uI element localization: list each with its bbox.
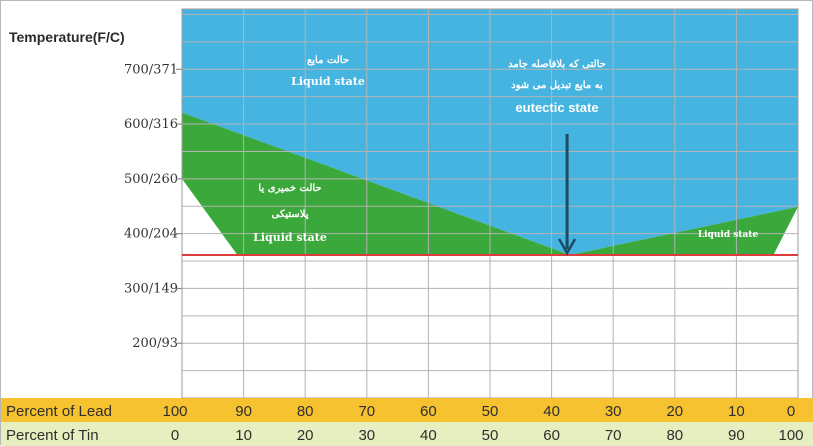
plastic-region-left — [182, 112, 571, 255]
x-tick-tin: 70 — [605, 427, 622, 444]
x-tick-lead: 50 — [482, 403, 499, 420]
x-tick-lead: 80 — [297, 403, 314, 420]
x-tick-lead: 20 — [666, 403, 683, 420]
x-tick-tin: 90 — [728, 427, 745, 444]
x-band-tin — [1, 422, 813, 446]
eutectic-arrow-icon — [557, 134, 577, 256]
x-tick-lead: 90 — [235, 403, 252, 420]
y-tick-label: 700/371 — [124, 62, 178, 77]
y-tick-label: 300/149 — [124, 281, 178, 296]
x-band-label-lead: Percent of Lead — [6, 403, 112, 420]
x-tick-lead: 70 — [358, 403, 375, 420]
plastic-state-english-label: Liquid state — [253, 231, 327, 244]
plastic-region-right — [570, 206, 798, 255]
y-tick-label: 400/204 — [124, 227, 178, 242]
x-tick-lead: 30 — [605, 403, 622, 420]
right-region-label: Liquid state — [698, 230, 759, 240]
eutectic-persian-line2: به مایع تبدیل می شود — [511, 80, 603, 91]
y-tick-label: 500/260 — [124, 172, 178, 187]
x-tick-tin: 20 — [297, 427, 314, 444]
x-tick-tin: 40 — [420, 427, 437, 444]
y-axis-title: Temperature(F/C) — [9, 29, 125, 45]
x-tick-lead: 0 — [787, 403, 795, 420]
x-tick-lead: 60 — [420, 403, 437, 420]
x-tick-tin: 10 — [235, 427, 252, 444]
y-tick-label: 600/316 — [124, 117, 178, 132]
x-tick-tin: 30 — [358, 427, 375, 444]
arrow-head — [557, 238, 577, 256]
x-tick-tin: 80 — [666, 427, 683, 444]
x-tick-lead: 40 — [543, 403, 560, 420]
x-tick-lead: 10 — [728, 403, 745, 420]
y-tick-label: 200/93 — [132, 336, 178, 351]
x-tick-tin: 60 — [543, 427, 560, 444]
x-tick-tin: 50 — [482, 427, 499, 444]
eutectic-state-label: eutectic state — [515, 100, 598, 115]
liquid-state-english-label: Liquid state — [291, 75, 365, 88]
x-tick-tin: 100 — [778, 427, 803, 444]
x-tick-lead: 100 — [162, 403, 187, 420]
x-band-label-tin: Percent of Tin — [6, 427, 99, 444]
liquid-state-persian-label: حالت مایع — [307, 55, 349, 66]
plastic-persian-line1: حالت خمیری یا — [258, 183, 321, 194]
plastic-persian-line2: پلاستیکی — [271, 209, 308, 220]
x-band-lead — [1, 398, 813, 422]
x-tick-tin: 0 — [171, 427, 179, 444]
eutectic-persian-line1: حالتی که بلافاصله جامد — [508, 59, 606, 70]
